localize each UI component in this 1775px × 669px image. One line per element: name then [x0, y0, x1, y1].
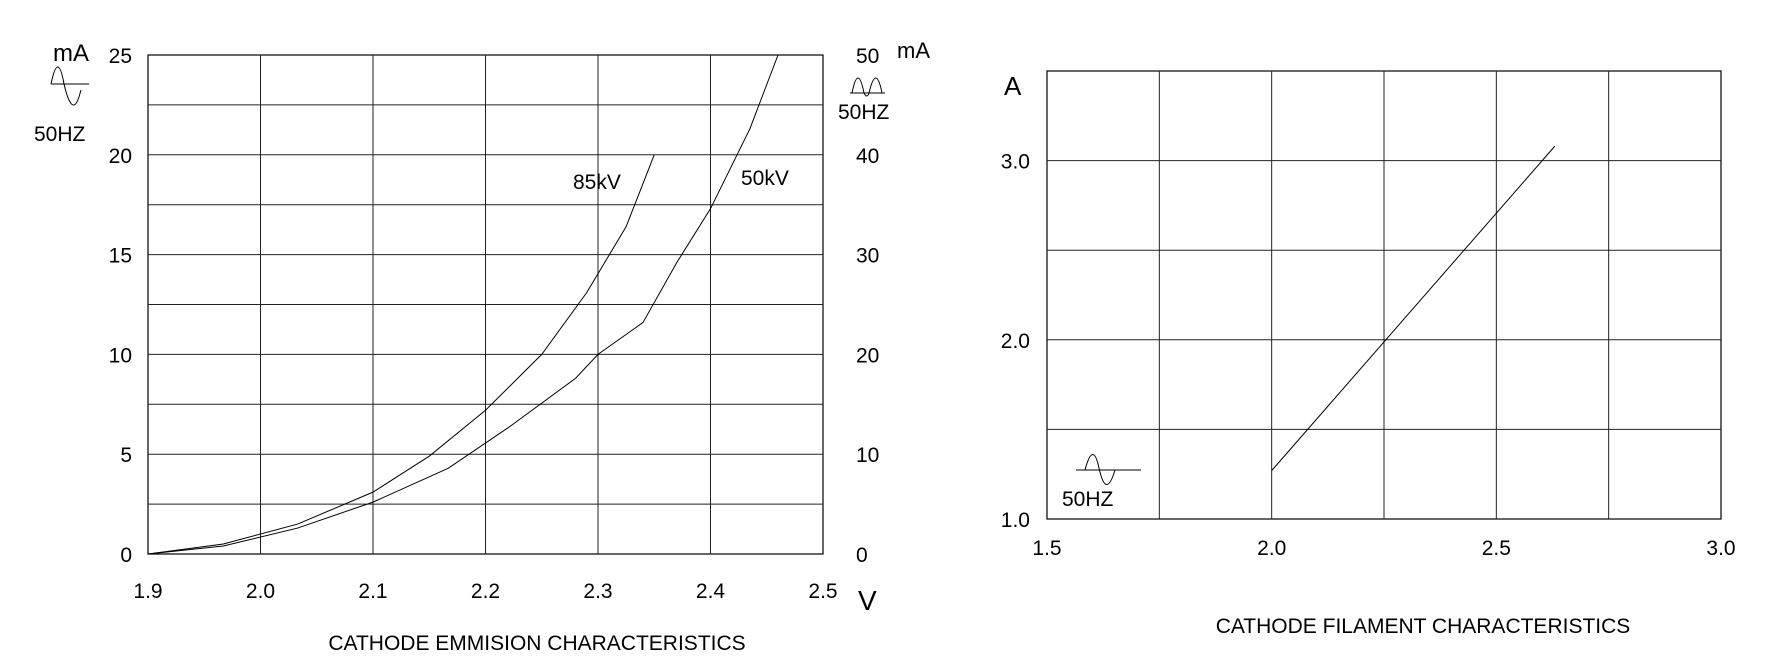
sine-wave-icon [1076, 454, 1141, 485]
y-tick-label: 5 [120, 444, 132, 467]
x-tick-label: 1.9 [133, 580, 162, 603]
y-tick-label-right: 30 [856, 245, 879, 268]
y-axis-unit: A [1004, 71, 1022, 101]
x-tick-label: 2.4 [696, 580, 726, 603]
curves: 85kV 50kV [147, 54, 789, 555]
x-tick-label: 2.1 [358, 580, 387, 603]
x-tick-label: 2.0 [1257, 537, 1286, 560]
sine-wave-icon [50, 66, 89, 106]
rectified-wave-icon [850, 77, 885, 97]
y-tick-label-right: 50 [856, 45, 879, 68]
y-tick-label: 25 [109, 45, 132, 68]
y-tick-label-right: 0 [856, 544, 868, 567]
x-tick-label: 2.5 [1482, 537, 1511, 560]
x-tick-label: 2.2 [471, 580, 500, 603]
x-axis-unit: V [858, 585, 877, 616]
x-tick-label: 2.5 [808, 580, 837, 603]
frequency-label: 50HZ [1062, 488, 1114, 511]
y-tick-label: 10 [109, 344, 132, 367]
y-tick-label: 0 [120, 544, 132, 567]
tick-labels: 1.5 2.0 2.5 3.0 1.0 2.0 3.0 [1001, 151, 1736, 560]
series-label: 85kV [573, 171, 621, 194]
chart-title: CATHODE EMMISION CHARACTERISTICS [328, 632, 745, 655]
y-tick-label: 2.0 [1001, 330, 1030, 353]
series-label: 50kV [741, 167, 789, 190]
x-tick-label: 1.5 [1032, 537, 1061, 560]
cathode-emission-chart: 85kV 50kV 1.9 2.0 2.1 2.2 2.3 2.4 2.5 0 5 10 15 20 25… [34, 38, 930, 655]
y-tick-label: 15 [109, 245, 132, 268]
x-tick-label: 2.0 [246, 580, 275, 603]
tick-labels: 1.9 2.0 2.1 2.2 2.3 2.4 2.5 0 5 10 15 20 25 0 10 20 30 40… [109, 45, 880, 603]
chart-title: CATHODE FILAMENT CHARACTERISTICS [1216, 615, 1631, 638]
y-tick-label: 20 [109, 145, 132, 168]
y-tick-label-right: 10 [856, 444, 879, 467]
y-tick-label: 3.0 [1001, 151, 1030, 174]
grid [147, 54, 824, 555]
series-line-50kV [147, 54, 779, 555]
y-axis-unit-right: mA [897, 38, 930, 63]
curves [1271, 145, 1556, 471]
y-tick-label: 1.0 [1001, 509, 1030, 532]
right-frequency-label: 50HZ [838, 101, 890, 124]
y-axis-unit-left: mA [53, 40, 89, 67]
series-line-0 [1271, 145, 1556, 471]
left-frequency-label: 50HZ [34, 123, 86, 146]
series-line-85kV [147, 154, 655, 555]
y-tick-label-right: 40 [856, 145, 879, 168]
grid [1046, 70, 1722, 520]
x-tick-label: 2.3 [583, 580, 612, 603]
x-tick-label: 3.0 [1706, 537, 1735, 560]
y-tick-label-right: 20 [856, 344, 879, 367]
cathode-filament-chart: 1.5 2.0 2.5 3.0 1.0 2.0 3.0 A 50HZ CATHODE FIL… [1001, 70, 1736, 638]
